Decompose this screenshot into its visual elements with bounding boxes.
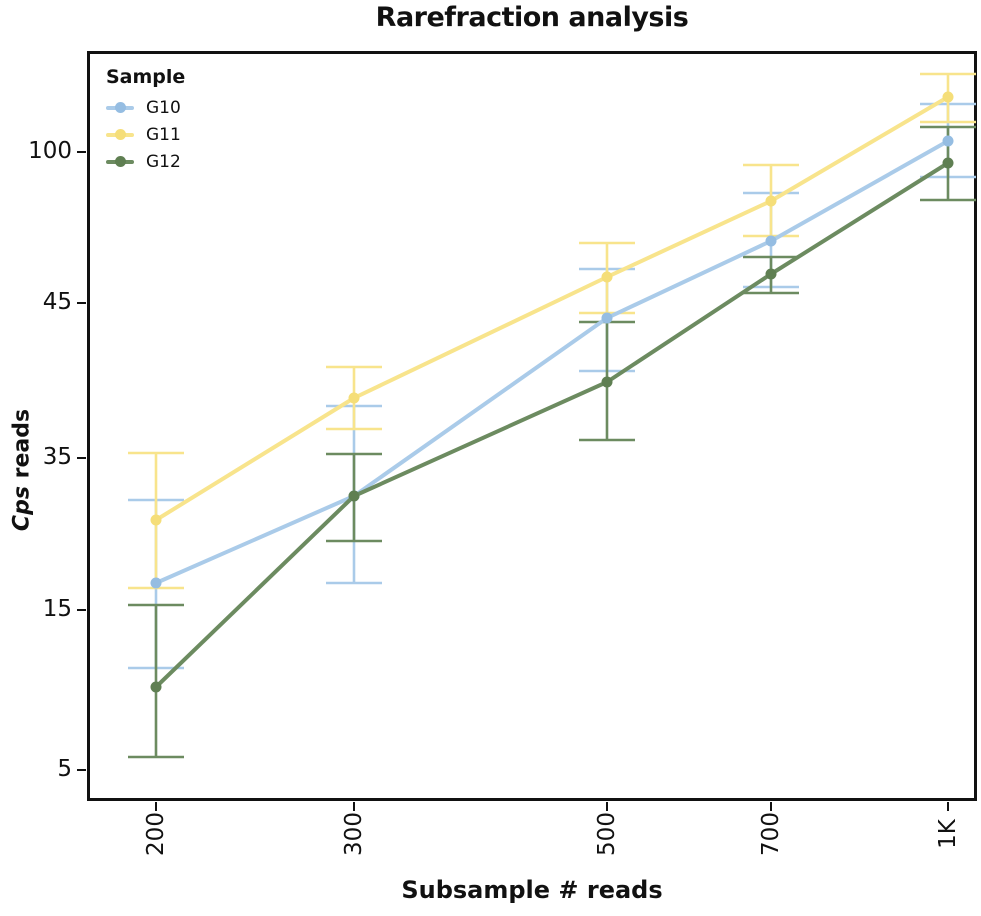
error-bars-g10 <box>128 102 976 670</box>
data-point <box>601 271 613 283</box>
x-tick-mark <box>353 802 355 811</box>
data-point <box>348 490 360 502</box>
legend-dot <box>114 156 126 167</box>
data-points-g11 <box>150 91 954 526</box>
legend: Sample G10 G11 G12 <box>106 66 185 175</box>
legend-item-g11: G11 <box>106 121 185 148</box>
data-point <box>150 681 162 693</box>
data-point <box>765 195 777 207</box>
y-tick-mark <box>77 302 86 304</box>
legend-item-g12: G12 <box>106 148 185 175</box>
legend-line-dot-icon <box>106 156 134 167</box>
plot-area <box>87 51 977 801</box>
series-line-g10 <box>155 139 949 585</box>
x-axis-title: Subsample # reads <box>401 876 663 904</box>
y-tick-label: 45 <box>42 289 72 315</box>
data-point <box>601 312 613 324</box>
x-tick-mark <box>155 802 157 811</box>
series-line-g11 <box>154 95 950 522</box>
y-tick-mark <box>77 609 86 611</box>
data-point <box>942 157 954 169</box>
x-tick-mark <box>770 802 772 811</box>
legend-label: G12 <box>146 151 181 172</box>
legend-label: G11 <box>146 124 181 145</box>
y-axis-title: Cps reads <box>10 409 35 531</box>
legend-title: Sample <box>106 66 186 88</box>
x-tick-label: 1K <box>935 819 961 849</box>
y-tick-label: 5 <box>57 756 72 782</box>
data-point <box>601 376 613 388</box>
error-bars-g12 <box>128 125 976 759</box>
legend-dot <box>114 102 126 113</box>
y-tick-label: 15 <box>42 596 72 622</box>
x-tick-label: 300 <box>341 812 367 856</box>
chart-title: Rarefraction analysis <box>375 2 689 33</box>
legend-line-dot-icon <box>106 129 134 140</box>
legend-line-dot-icon <box>106 102 134 113</box>
data-point <box>150 514 162 526</box>
y-tick-label: 35 <box>42 444 72 470</box>
data-point <box>150 577 162 589</box>
data-point <box>942 91 954 103</box>
x-tick-mark <box>606 802 608 811</box>
legend-label: G10 <box>146 97 181 118</box>
y-axis-title-rest: reads <box>9 408 35 487</box>
plot-svg <box>128 72 976 759</box>
data-point <box>348 392 360 404</box>
legend-dot <box>114 129 126 140</box>
y-tick-label: 100 <box>28 138 72 164</box>
x-tick-label: 200 <box>143 812 169 856</box>
legend-rows: G10 G11 G12 <box>106 94 185 175</box>
data-point <box>942 135 954 147</box>
error-bars-g11 <box>128 72 976 590</box>
y-tick-mark <box>77 151 86 153</box>
data-point <box>765 268 777 280</box>
data-point <box>765 235 777 247</box>
series-line-g12 <box>154 161 950 689</box>
y-tick-mark <box>77 769 86 771</box>
x-tick-mark <box>947 802 949 811</box>
x-tick-label: 700 <box>758 812 784 856</box>
legend-item-g10: G10 <box>106 94 185 121</box>
y-axis-title-italic: Cps <box>9 486 35 532</box>
data-points-g10 <box>150 135 954 589</box>
x-tick-label: 500 <box>594 812 620 856</box>
y-tick-mark <box>77 457 86 459</box>
data-points-g12 <box>150 157 954 693</box>
